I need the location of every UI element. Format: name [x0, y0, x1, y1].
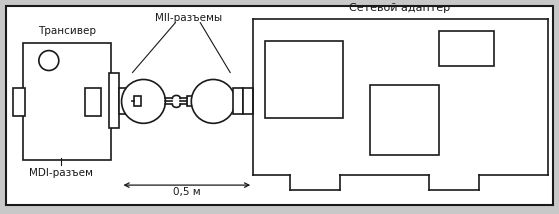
Text: MDI-разъем: MDI-разъем: [29, 168, 93, 178]
Bar: [187, 97, 195, 106]
Circle shape: [121, 79, 165, 123]
Bar: [243, 88, 253, 114]
Bar: [85, 88, 101, 116]
Bar: [369, 85, 439, 155]
Circle shape: [191, 79, 235, 123]
Bar: [439, 31, 494, 65]
Bar: [265, 41, 343, 118]
Bar: [108, 73, 119, 128]
Text: Сетевой адаптер: Сетевой адаптер: [349, 3, 450, 13]
Bar: [23, 43, 111, 160]
Bar: [119, 88, 129, 114]
Circle shape: [39, 51, 59, 70]
Text: 0,5 м: 0,5 м: [173, 187, 201, 197]
Bar: [134, 97, 141, 106]
Text: Трансивер: Трансивер: [38, 26, 96, 36]
Text: МII-разъемы: МII-разъемы: [155, 13, 222, 23]
Bar: [13, 88, 25, 116]
Bar: [233, 88, 243, 114]
